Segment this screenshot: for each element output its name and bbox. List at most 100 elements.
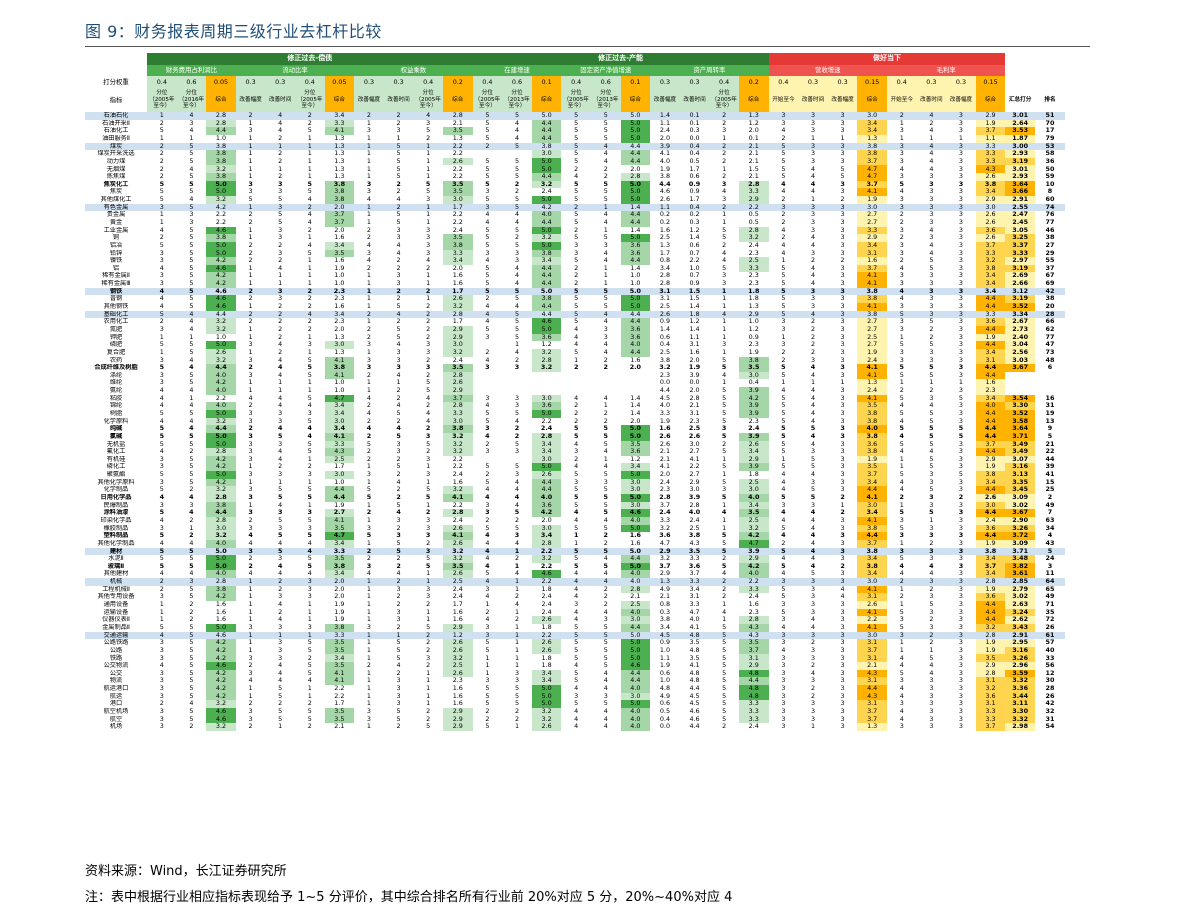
score-cell: 3: [840, 226, 845, 234]
header-blank: [1005, 76, 1035, 88]
score-cell: 2.6: [531, 616, 562, 624]
score-cell: 4: [899, 188, 904, 196]
score-cell: 3: [958, 119, 963, 127]
score-cell: 5: [189, 371, 194, 379]
score-cell: 2.3: [452, 677, 463, 685]
score-cell: 65: [1045, 585, 1055, 593]
score-cell: 1: [426, 669, 431, 677]
score-cell: 17: [1045, 127, 1055, 135]
score-cell: 4: [1047, 532, 1053, 540]
score-cell: 2: [248, 249, 253, 257]
table-row: 涂料油漆 5 4 4.4 3 3 3 2.7 2 4 2 2.8 3 5 4.2 4 5 4.6 2.4 4.0 4 3.…: [85, 509, 1065, 517]
score-cell: 3.1: [689, 593, 700, 601]
score-cell: 4: [810, 409, 816, 417]
score-cell: 2: [189, 616, 194, 624]
score-cell: 5: [899, 440, 904, 448]
score-cell: 1.1: [689, 333, 700, 341]
score-cell: 1: [366, 669, 371, 677]
score-cell: 1.6: [689, 348, 700, 356]
score-cell: 4: [189, 165, 194, 173]
score-cell: 3: [396, 226, 401, 234]
score-cell: 4: [899, 417, 904, 425]
score-cell: 4.4: [975, 608, 1006, 617]
score-cell: 5.0: [531, 226, 562, 235]
score-cell: 4.4: [620, 677, 651, 686]
score-cell: 2.6: [531, 639, 562, 647]
score-cell: 3: [722, 127, 727, 135]
score-cell: 3.0: [857, 578, 887, 586]
score-cell: 2: [147, 142, 177, 151]
score-cell: 5: [485, 280, 490, 288]
score-cell: 1: [958, 379, 963, 387]
score-cell: 3: [840, 180, 845, 188]
score-cell: [473, 372, 503, 380]
score-cell: 1: [354, 578, 384, 586]
table-row: 钢铁 4 5 4.6 2 3 2 2.3 1 2 2 1.7 5 5 5.0 5 5 5.0 3.1 1.5 1 1.8 5…: [85, 287, 1065, 296]
score-cell: 3: [840, 524, 845, 532]
score-cell: 4: [603, 448, 608, 456]
column-header: 分位（2005年至今）: [709, 88, 739, 112]
weight-cell: 0.6: [176, 76, 207, 88]
score-cell: 1: [265, 631, 295, 640]
score-cell: 1: [426, 685, 431, 693]
score-cell: 4: [574, 333, 579, 341]
score-cell: 5: [781, 432, 786, 440]
industry-name: 聚氨酯: [106, 471, 126, 479]
score-cell: 20: [1045, 303, 1055, 311]
score-cell: 2: [366, 325, 371, 333]
score-cell: 34: [1045, 524, 1055, 532]
score-cell: 1: [366, 654, 371, 662]
score-cell: 3: [840, 303, 845, 311]
score-cell: 2: [278, 257, 283, 265]
score-cell: 3: [958, 318, 963, 326]
score-cell: 1: [366, 478, 371, 486]
score-cell: 4: [590, 142, 621, 151]
score-cell: 5: [603, 196, 608, 204]
score-cell: 2.8: [738, 616, 769, 624]
score-cell: 4: [278, 356, 283, 364]
score-cell: 5: [781, 585, 786, 593]
score-cell: 5: [189, 646, 194, 654]
score-cell: 4: [929, 157, 934, 165]
score-cell: 1.3: [650, 578, 680, 586]
score-cell: 4: [899, 402, 904, 410]
score-cell: 3: [278, 524, 283, 532]
score-cell: 3: [248, 486, 253, 494]
score-cell: 2.3: [748, 608, 759, 616]
score-cell: 2: [248, 295, 253, 303]
score-cell: 3: [958, 325, 963, 333]
score-cell: 5: [159, 425, 165, 433]
score-cell: 3: [159, 715, 164, 723]
score-cell: 2: [426, 662, 431, 670]
score-cell: 1.8: [541, 654, 552, 662]
score-cell: 4.2: [206, 272, 236, 281]
score-cell: 3: [248, 524, 253, 532]
score-cell: 3: [886, 203, 917, 212]
industry-name: 建材: [85, 547, 148, 556]
score-cell: 3: [485, 188, 490, 196]
score-cell: 2: [603, 593, 608, 601]
score-cell: 5: [722, 356, 727, 364]
score-cell: 2.5: [324, 455, 355, 464]
score-cell: 2: [396, 562, 401, 570]
score-cell: 0.8: [659, 601, 671, 609]
score-cell: 3: [396, 685, 401, 693]
score-cell: 4: [248, 394, 253, 402]
score-cell: 3.3: [975, 157, 1006, 166]
score-cell: 3: [958, 562, 964, 570]
score-cell: 4: [485, 593, 490, 601]
score-cell: 4: [781, 570, 786, 578]
weight-cell: 0.05: [206, 76, 236, 88]
score-cell: 5: [929, 417, 934, 425]
score-cell: 4: [485, 539, 490, 547]
score-cell: 2.5: [620, 601, 651, 609]
score-cell: 4: [781, 646, 786, 654]
score-cell: 69: [1045, 280, 1055, 288]
score-cell: 3.5: [324, 524, 355, 533]
score-cell: 2.9: [738, 662, 769, 670]
score-cell: 5.0: [206, 623, 236, 632]
score-cell: 1.3: [334, 173, 345, 181]
score-cell: 2.3: [748, 249, 759, 257]
table-row: 交通运输 4 5 4.6 1 1 1 3.3 1 1 2 1.2 3 1 2.2 5 5 5.0 4.5 4.8 5 4.…: [85, 631, 1065, 640]
score-cell: 1: [426, 616, 431, 624]
